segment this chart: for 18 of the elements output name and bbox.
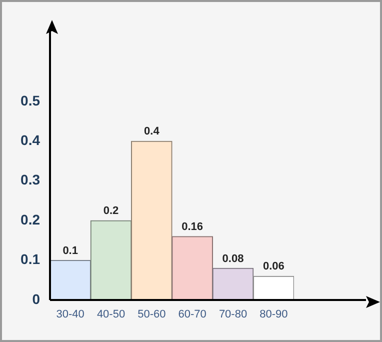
data-label: 0.4 (144, 126, 160, 138)
x-tick-label: 40-50 (96, 308, 126, 321)
x-tick-label: 60-70 (178, 308, 206, 321)
y-tick-label: 0 (32, 290, 40, 307)
data-label: 0.06 (262, 260, 284, 273)
x-tick-label: 50-60 (138, 308, 166, 321)
y-tick-label: 0.2 (20, 211, 40, 228)
x-tick-label: 70-80 (218, 308, 248, 321)
data-label: 0.2 (103, 205, 119, 218)
x-tick-label: 80-90 (260, 308, 288, 321)
y-tick-label: 0.4 (20, 132, 40, 148)
y-tick-label: 0.3 (20, 172, 40, 188)
y-tick-label: 0.1 (20, 251, 40, 268)
data-label: 0.08 (222, 252, 244, 265)
data-label: 0.1 (62, 244, 78, 257)
x-tick-label: 30-40 (56, 308, 84, 321)
data-label: 0.16 (182, 221, 204, 233)
y-tick-label: 0.5 (20, 92, 40, 108)
